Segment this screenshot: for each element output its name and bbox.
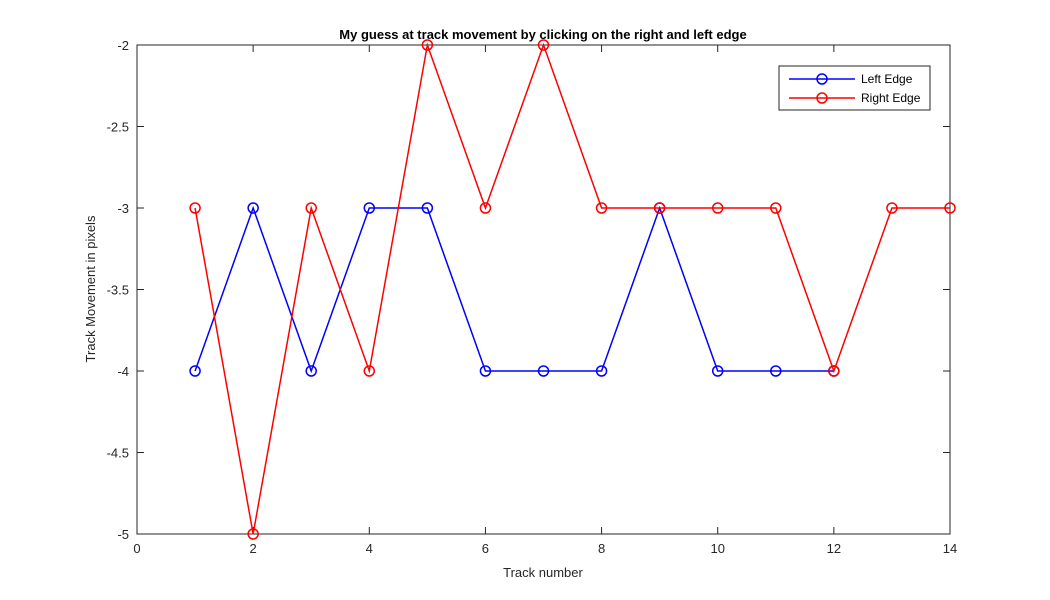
legend-box [778,65,931,111]
data-point-right-edge [305,202,317,214]
data-point-right-edge [421,39,434,51]
chart-title: My guess at track movement by clicking o… [339,27,746,42]
x-tick-label: 6 [482,541,489,556]
y-tick-label: -2 [117,38,129,53]
data-point-left-edge [421,202,434,214]
series-line-left-edge [194,205,834,374]
y-tick-label: -3.5 [107,283,129,298]
legend-label-right-edge: Right Edge [861,91,921,105]
data-point-left-edge [595,365,608,377]
y-tick-label: -5 [117,527,129,542]
y-tick-label: -3 [117,201,129,216]
data-point-right-edge [770,202,782,214]
data-point-right-edge [595,202,608,214]
data-point-right-edge [944,202,956,214]
data-point-left-edge [479,365,492,377]
x-tick-label: 8 [598,541,605,556]
data-point-left-edge [711,365,724,377]
data-point-right-edge [537,39,550,51]
legend-marker-left-edge [816,73,828,85]
data-point-right-edge [479,202,492,214]
data-point-right-edge [828,365,840,377]
data-point-right-edge [653,202,666,214]
data-point-right-edge [711,202,724,214]
axes-box [136,44,951,535]
data-point-right-edge [886,202,898,214]
legend-marker-right-edge [816,92,828,104]
x-tick-label: 14 [943,541,957,556]
legend-label-left-edge: Left Edge [861,72,913,86]
x-axis-label: Track number [503,565,583,580]
y-tick-label: -2.5 [107,120,129,135]
y-tick-label: -4.5 [107,446,129,461]
series-line-right-edge [194,42,950,535]
data-point-left-edge [247,202,259,214]
data-point-right-edge [363,365,376,377]
x-tick-label: 10 [710,541,724,556]
x-tick-label: 12 [827,541,841,556]
x-tick-label: 0 [133,541,140,556]
data-point-left-edge [537,365,550,377]
data-point-left-edge [189,365,201,377]
data-point-left-edge [305,365,317,377]
legend: Left Edge Right Edge [778,65,931,111]
data-point-left-edge [363,202,376,214]
y-tick-label: -4 [117,364,129,379]
data-point-right-edge [247,528,259,540]
y-axis-label: Track Movement in pixels [83,215,98,362]
data-point-left-edge [770,365,782,377]
x-tick-label: 4 [366,541,373,556]
data-point-right-edge [189,202,201,214]
plot-area: 0 2 4 6 8 10 12 14 -5 -4.5 -4 -3.5 -3 -2.5 -2 [107,38,958,556]
x-tick-label: 2 [250,541,257,556]
